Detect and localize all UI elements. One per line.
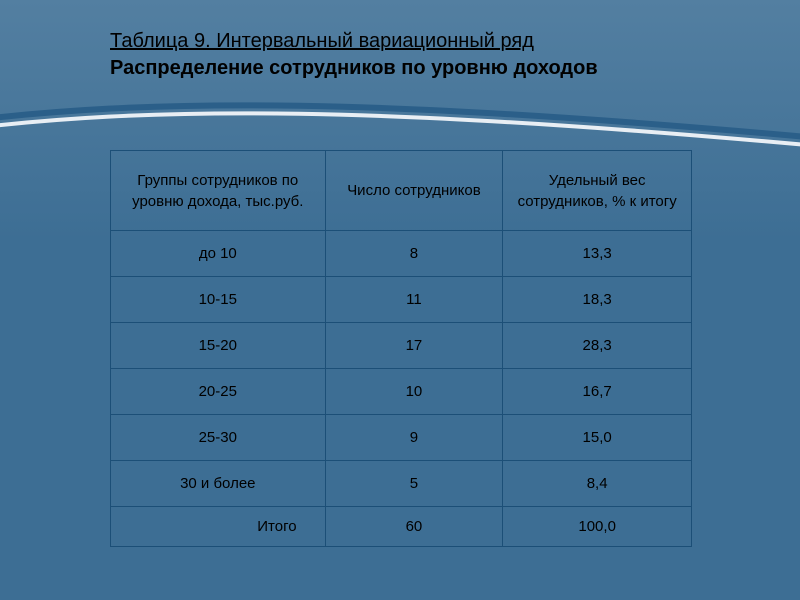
- slide-title: Таблица 9. Интервальный вариационный ряд…: [110, 28, 598, 82]
- cell-group: 20-25: [111, 369, 326, 415]
- cell-count: 11: [325, 277, 503, 323]
- cell-percent: 18,3: [503, 277, 692, 323]
- cell-group: 25-30: [111, 415, 326, 461]
- title-line-2: Распределение сотрудников по уровню дохо…: [110, 55, 598, 82]
- table-header-row: Группы сотрудников по уровню дохода, тыс…: [111, 151, 692, 231]
- col-header-percent: Удельный вес сотрудников, % к итогу: [503, 151, 692, 231]
- cell-count: 9: [325, 415, 503, 461]
- cell-percent: 8,4: [503, 461, 692, 507]
- footer-label: Итого: [111, 507, 326, 547]
- cell-group: до 10: [111, 231, 326, 277]
- slide: Таблица 9. Интервальный вариационный ряд…: [0, 0, 800, 600]
- cell-percent: 15,0: [503, 415, 692, 461]
- cell-count: 8: [325, 231, 503, 277]
- cell-group: 15-20: [111, 323, 326, 369]
- cell-count: 5: [325, 461, 503, 507]
- cell-group: 10-15: [111, 277, 326, 323]
- cell-percent: 13,3: [503, 231, 692, 277]
- cell-group: 30 и более: [111, 461, 326, 507]
- cell-percent: 28,3: [503, 323, 692, 369]
- table-row: 20-25 10 16,7: [111, 369, 692, 415]
- table-row: 30 и более 5 8,4: [111, 461, 692, 507]
- table-footer-row: Итого 60 100,0: [111, 507, 692, 547]
- table-row: 25-30 9 15,0: [111, 415, 692, 461]
- col-header-count: Число сотрудников: [325, 151, 503, 231]
- cell-count: 17: [325, 323, 503, 369]
- footer-percent: 100,0: [503, 507, 692, 547]
- col-header-group: Группы сотрудников по уровню дохода, тыс…: [111, 151, 326, 231]
- title-line-1: Таблица 9. Интервальный вариационный ряд: [110, 28, 598, 55]
- income-table: Группы сотрудников по уровню дохода, тыс…: [110, 150, 692, 547]
- cell-count: 10: [325, 369, 503, 415]
- cell-percent: 16,7: [503, 369, 692, 415]
- table-row: до 10 8 13,3: [111, 231, 692, 277]
- table-row: 15-20 17 28,3: [111, 323, 692, 369]
- table-row: 10-15 11 18,3: [111, 277, 692, 323]
- footer-count: 60: [325, 507, 503, 547]
